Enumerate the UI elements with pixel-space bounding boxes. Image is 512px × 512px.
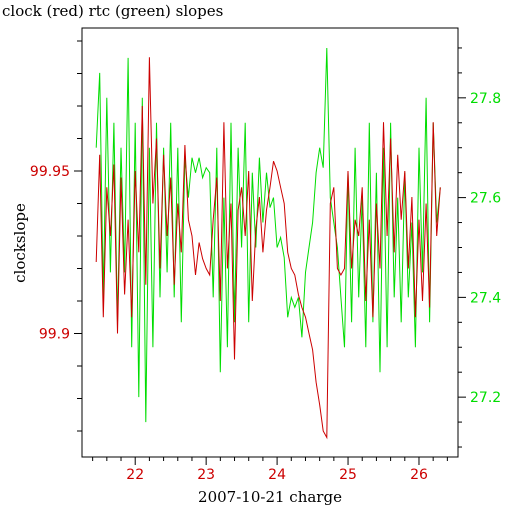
series-layer (95, 47, 441, 440)
clock-series-line (95, 57, 441, 440)
y-axis-label: clockslope (11, 203, 29, 283)
x-axis-label: 2007-10-21 charge (198, 488, 342, 506)
y-right-tick-label: 27.8 (470, 91, 501, 107)
chart-title: clock (red) rtc (green) slopes (2, 2, 223, 20)
rtc-series-line (95, 47, 441, 423)
y-right-axis: 27.2 27.4 27.6 27.8 (458, 47, 501, 448)
y-right-tick-label: 27.2 (470, 390, 501, 406)
y-left-tick-label: 99.9 (39, 327, 70, 343)
plot-frame (81, 27, 459, 458)
y-left-tick-label: 99.95 (30, 164, 70, 180)
y-left-axis: 99.9 99.95 (30, 40, 82, 432)
x-tick-label: 26 (410, 467, 428, 483)
x-tick-label: 22 (126, 467, 144, 483)
x-tick-label: 24 (268, 467, 286, 483)
x-tick-label: 23 (197, 467, 215, 483)
x-axis: 22 23 24 25 26 (92, 457, 448, 483)
y-right-tick-label: 27.6 (470, 191, 501, 207)
y-right-tick-label: 27.4 (470, 290, 501, 306)
x-tick-label: 25 (339, 467, 357, 483)
